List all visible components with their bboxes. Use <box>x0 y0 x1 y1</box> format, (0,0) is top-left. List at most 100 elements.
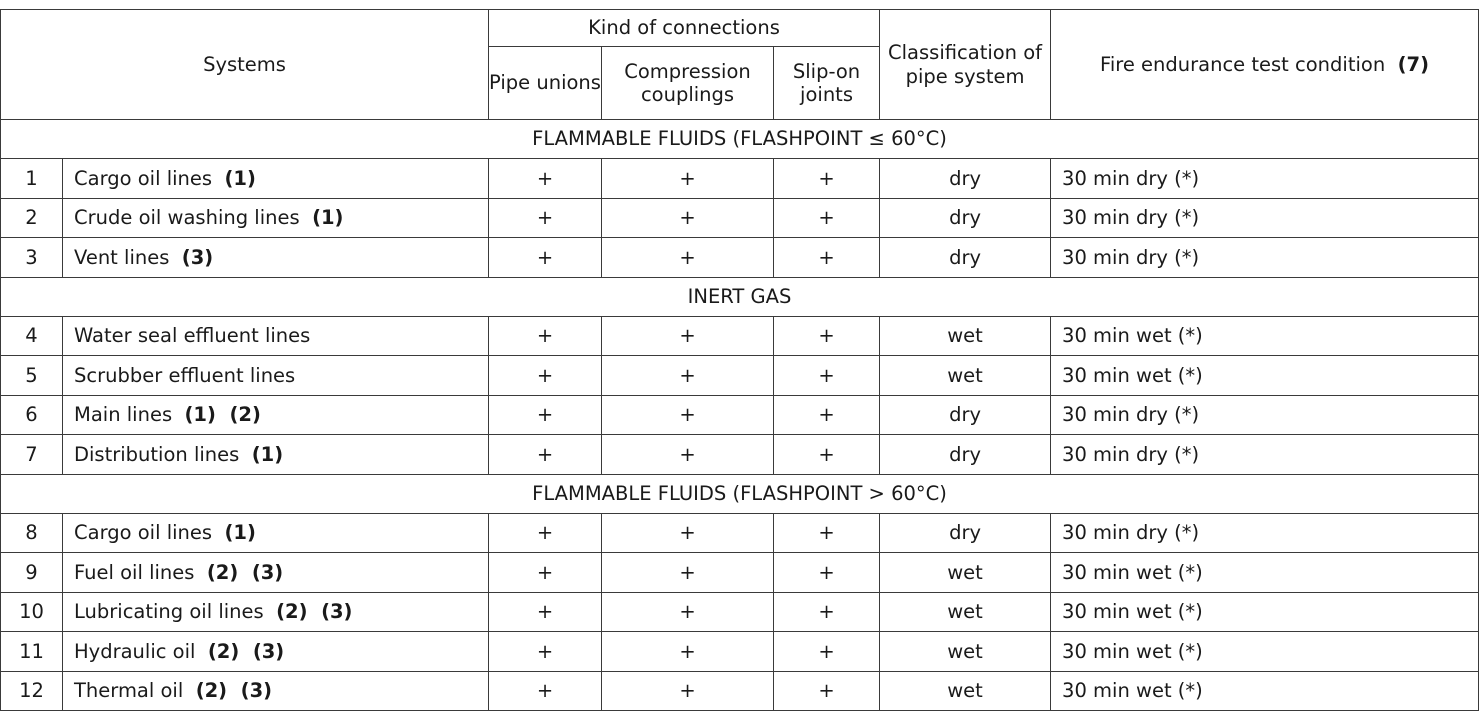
pipe-unions-cell: + <box>488 434 602 475</box>
pipe-unions-cell: + <box>488 158 602 199</box>
header-systems: Systems <box>0 9 489 120</box>
table-row: 12 Thermal oil (2) (3) + + + wet 30 min wet (*… <box>0 670 1480 711</box>
pipe-unions-cell: + <box>488 355 602 396</box>
system-name: Hydraulic oil <box>74 639 196 663</box>
test-condition-cell: 30 min dry (*) <box>1050 158 1480 199</box>
system-cell: Distribution lines (1) <box>62 434 489 475</box>
header-compression-couplings: Compression couplings <box>601 46 774 120</box>
test-condition-cell: 30 min dry (*) <box>1050 394 1480 435</box>
compression-couplings-cell: + <box>601 591 774 632</box>
slip-on-joints-cell: + <box>772 591 881 632</box>
pipe-unions-cell: + <box>488 552 602 593</box>
system-refs: (1) (2) <box>184 403 261 427</box>
classification-cell: dry <box>879 394 1052 435</box>
system-name: Vent lines <box>74 245 170 269</box>
test-condition-cell: 30 min wet (*) <box>1050 631 1480 672</box>
row-number: 2 <box>0 197 63 238</box>
slip-on-joints-cell: + <box>772 552 881 593</box>
system-refs: (2) (3) <box>206 560 284 584</box>
system-name: Distribution lines <box>74 442 240 466</box>
header-kind-of-connections: Kind of connections <box>487 9 881 47</box>
system-name: Cargo oil lines <box>74 521 213 545</box>
slip-on-joints-cell: + <box>772 315 881 356</box>
row-number: 1 <box>0 158 63 199</box>
pipe-unions-cell: + <box>488 512 602 553</box>
system-refs: (1) <box>224 521 256 545</box>
system-cell: Main lines (1) (2) <box>62 394 489 435</box>
system-refs: (1) <box>251 442 284 466</box>
system-cell: Hydraulic oil (2) (3) <box>62 631 489 672</box>
classification-cell: dry <box>879 434 1052 475</box>
system-refs: (2) (3) <box>276 600 353 624</box>
table-row: 5 Scrubber effluent lines + + + wet 30 min wet… <box>0 355 1480 396</box>
table-row: 7 Distribution lines (1) + + + dry 30 min dry … <box>0 434 1480 475</box>
system-refs: (1) <box>224 166 256 190</box>
system-name: Main lines <box>74 403 173 427</box>
system-cell: Water seal effluent lines <box>62 315 489 356</box>
compression-couplings-cell: + <box>601 158 774 199</box>
table-row: 9 Fuel oil lines (2) (3) + + + wet 30 min wet … <box>0 552 1480 593</box>
system-cell: Crude oil washing lines (1) <box>62 197 489 238</box>
test-condition-cell: 30 min wet (*) <box>1050 670 1480 711</box>
pipe-joints-table: Systems Kind of connections Classificati… <box>0 9 1480 711</box>
system-cell: Fuel oil lines (2) (3) <box>62 552 489 593</box>
pipe-unions-cell: + <box>488 315 602 356</box>
header-fire-endurance: Fire endurance test condition (7) <box>1050 9 1480 120</box>
classification-cell: wet <box>879 315 1052 356</box>
compression-couplings-cell: + <box>601 394 774 435</box>
header-pipe-unions: Pipe unions <box>488 46 602 120</box>
system-name: Scrubber effluent lines <box>74 363 296 387</box>
pipe-unions-cell: + <box>488 237 602 278</box>
row-number: 4 <box>0 315 63 356</box>
row-number: 6 <box>0 394 63 435</box>
slip-on-joints-cell: + <box>772 631 881 672</box>
test-condition-cell: 30 min wet (*) <box>1050 552 1480 593</box>
header-slip-on-joints: Slip-on joints <box>772 46 881 120</box>
classification-cell: dry <box>879 237 1052 278</box>
compression-couplings-cell: + <box>601 552 774 593</box>
system-name: Water seal effluent lines <box>74 324 311 348</box>
slip-on-joints-cell: + <box>772 512 881 553</box>
compression-couplings-cell: + <box>601 434 774 475</box>
table-row: 4 Water seal effluent lines + + + wet 30 min w… <box>0 315 1480 356</box>
slip-on-joints-cell: + <box>772 237 881 278</box>
section-title: FLAMMABLE FLUIDS (FLASHPOINT ≤ 60°C) <box>0 119 1480 159</box>
row-number: 11 <box>0 631 63 672</box>
compression-couplings-cell: + <box>601 197 774 238</box>
classification-cell: dry <box>879 158 1052 199</box>
row-number: 5 <box>0 355 63 396</box>
row-number: 12 <box>0 670 63 711</box>
pipe-unions-cell: + <box>488 670 602 711</box>
compression-couplings-cell: + <box>601 315 774 356</box>
slip-on-joints-cell: + <box>772 355 881 396</box>
compression-couplings-cell: + <box>601 670 774 711</box>
classification-cell: wet <box>879 355 1052 396</box>
pipe-unions-cell: + <box>488 591 602 632</box>
classification-cell: dry <box>879 197 1052 238</box>
section-row: FLAMMABLE FLUIDS (FLASHPOINT > 60°C) <box>0 473 1480 514</box>
test-condition-cell: 30 min dry (*) <box>1050 237 1480 278</box>
system-cell: Thermal oil (2) (3) <box>62 670 489 711</box>
system-name: Crude oil washing lines <box>74 206 300 230</box>
classification-cell: wet <box>879 670 1052 711</box>
system-name: Fuel oil lines <box>74 560 195 584</box>
test-condition-cell: 30 min dry (*) <box>1050 512 1480 553</box>
system-name: Thermal oil <box>74 679 184 703</box>
header-classification: Classification of pipe system <box>879 9 1052 120</box>
row-number: 8 <box>0 512 63 553</box>
pipe-unions-cell: + <box>488 631 602 672</box>
section-title: INERT GAS <box>0 276 1480 317</box>
system-refs: (2) (3) <box>207 639 285 663</box>
test-condition-cell: 30 min dry (*) <box>1050 197 1480 238</box>
row-number: 10 <box>0 591 63 632</box>
table-row: 10 Lubricating oil lines (2) (3) + + + wet 30 … <box>0 591 1480 632</box>
system-cell: Lubricating oil lines (2) (3) <box>62 591 489 632</box>
row-number: 9 <box>0 552 63 593</box>
section-row: FLAMMABLE FLUIDS (FLASHPOINT ≤ 60°C) <box>0 119 1480 159</box>
system-cell: Cargo oil lines (1) <box>62 512 489 553</box>
pipe-unions-cell: + <box>488 394 602 435</box>
slip-on-joints-cell: + <box>772 434 881 475</box>
table-row: 1 Cargo oil lines (1) + + + dry 30 min dry (*) <box>0 158 1480 199</box>
table-row: 11 Hydraulic oil (2) (3) + + + wet 30 min wet … <box>0 631 1480 672</box>
